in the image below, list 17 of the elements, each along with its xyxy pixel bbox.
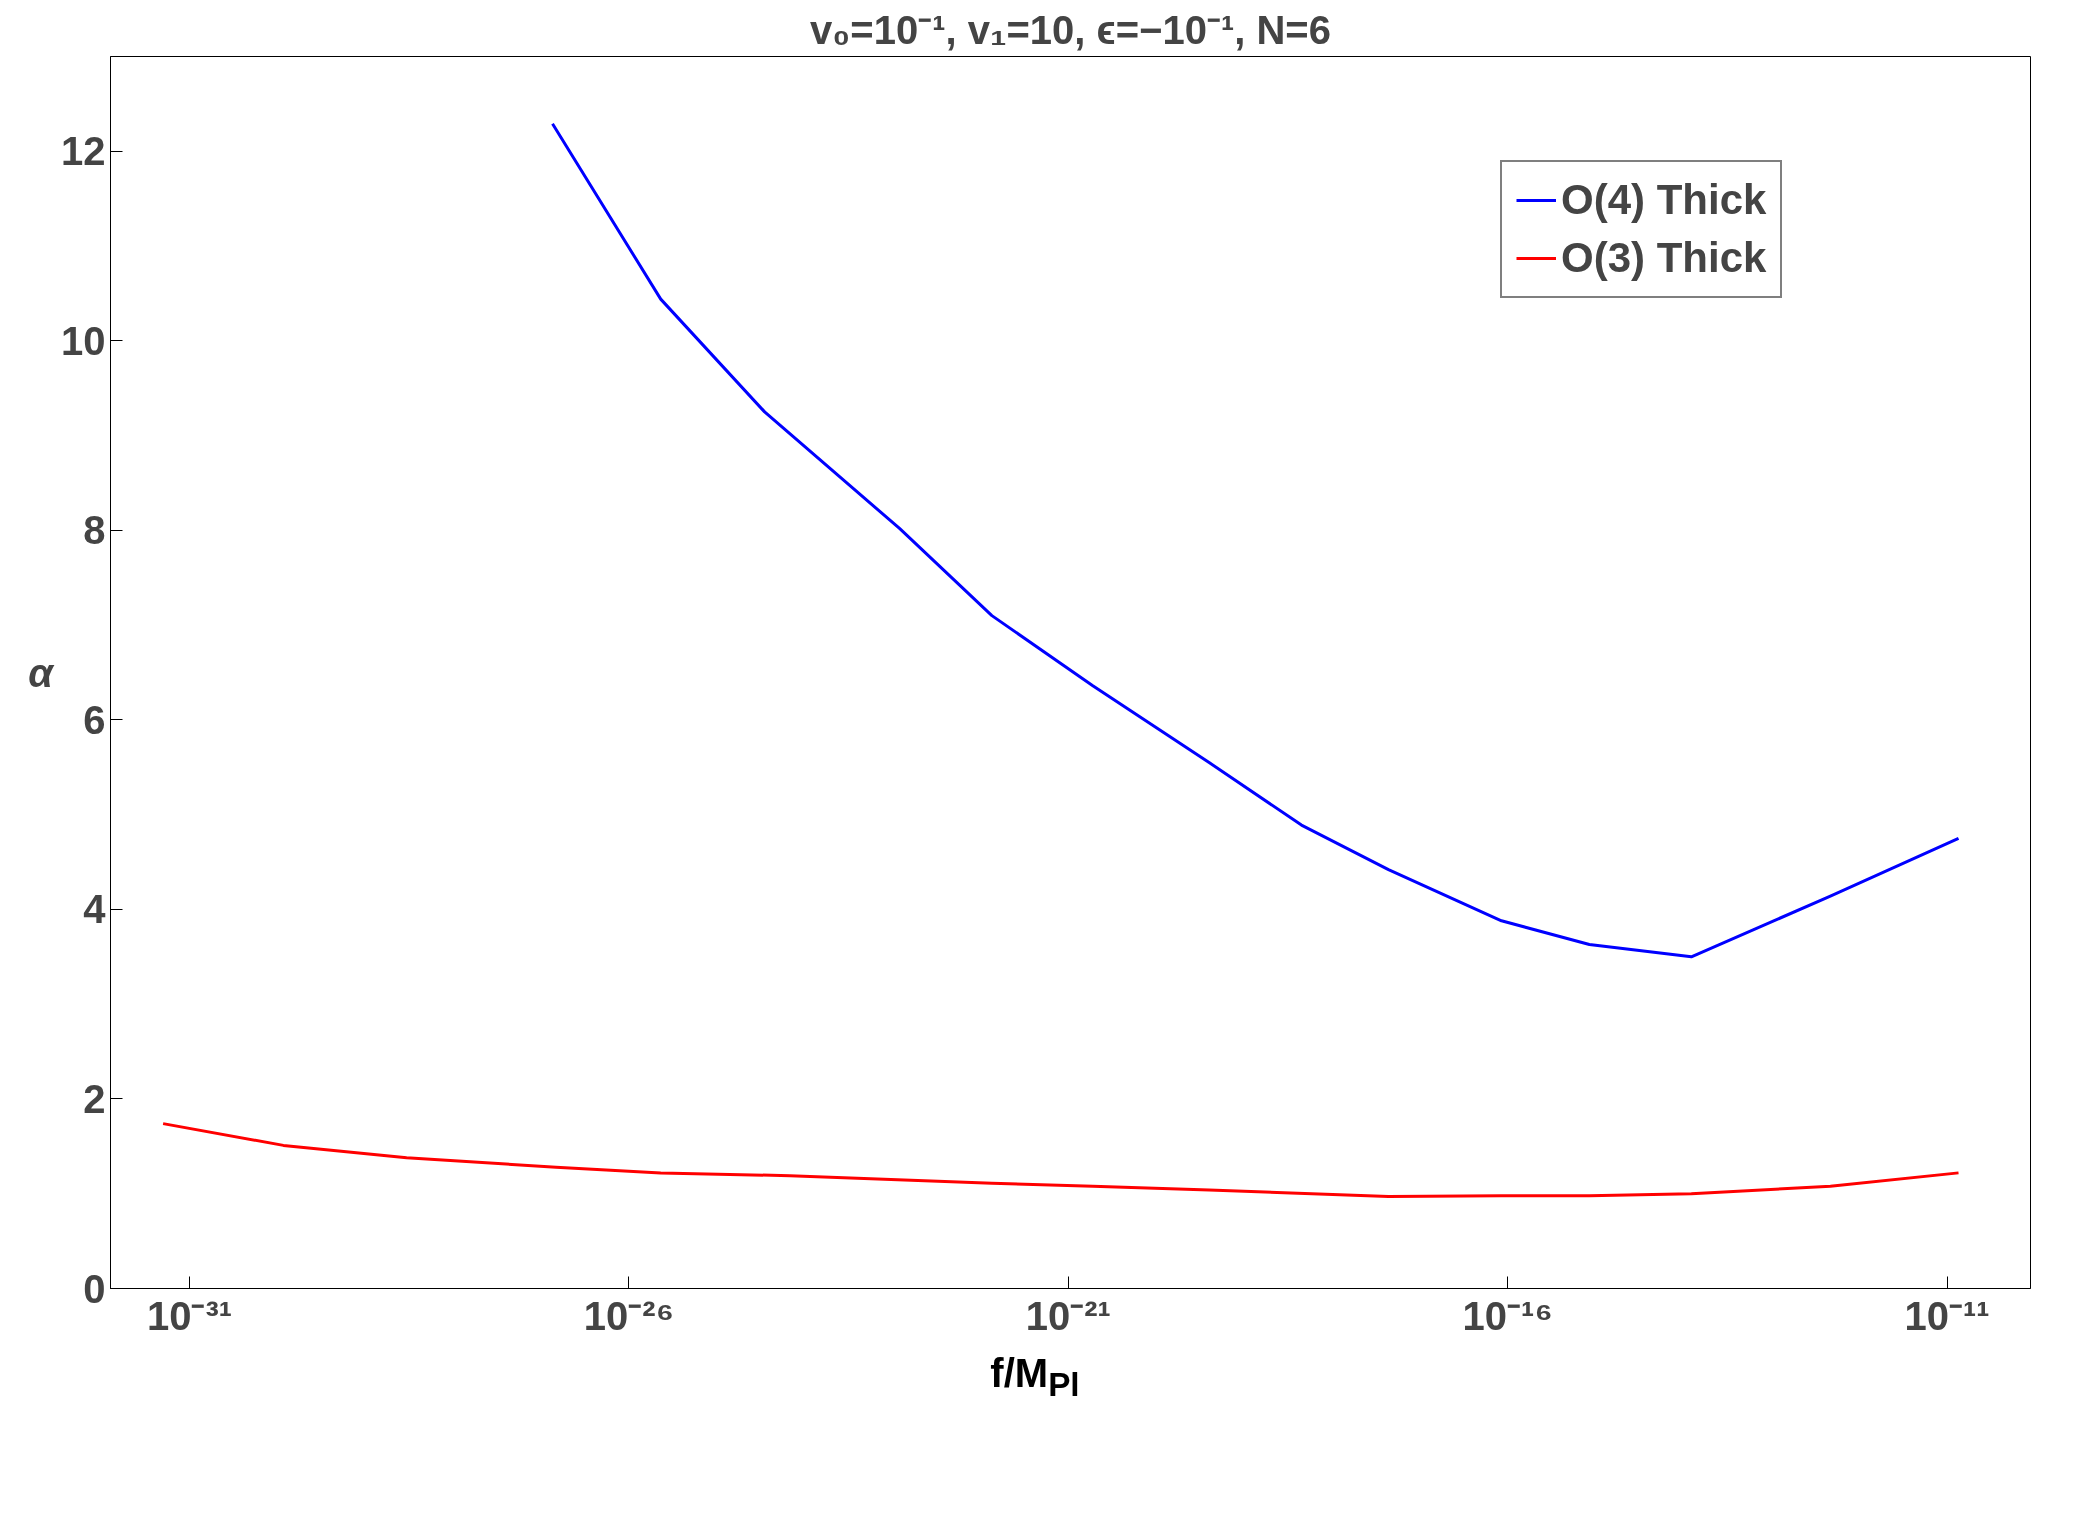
legend-label: O(3) Thick	[1561, 234, 1767, 282]
y-tick-label: 0	[83, 1266, 106, 1311]
x-tick-label: 10⁻¹¹	[1904, 1293, 1990, 1338]
y-tick-label: 2	[83, 1076, 106, 1121]
x-tick-label: 10⁻³¹	[146, 1293, 233, 1338]
y-tick-label: 12	[61, 129, 106, 174]
x-tick-label: 10⁻¹⁶	[1462, 1293, 1553, 1338]
chart-title: v₀=10⁻¹, v₁=10, ϵ=−10⁻¹, N=6	[810, 7, 1331, 52]
y-tick-label: 10	[61, 318, 106, 363]
x-tick-label: 10⁻²¹	[1025, 1293, 1111, 1338]
legend-label: O(4) Thick	[1561, 176, 1767, 224]
y-tick-label: 6	[83, 697, 106, 742]
y-tick-label: 8	[83, 508, 106, 553]
x-axis-title: f/M$_{Pl}$	[989, 1350, 1081, 1405]
x-tick-label: 10⁻²⁶	[583, 1293, 675, 1338]
y-tick-label: 4	[83, 887, 107, 932]
y-axis-title: α	[28, 650, 56, 695]
